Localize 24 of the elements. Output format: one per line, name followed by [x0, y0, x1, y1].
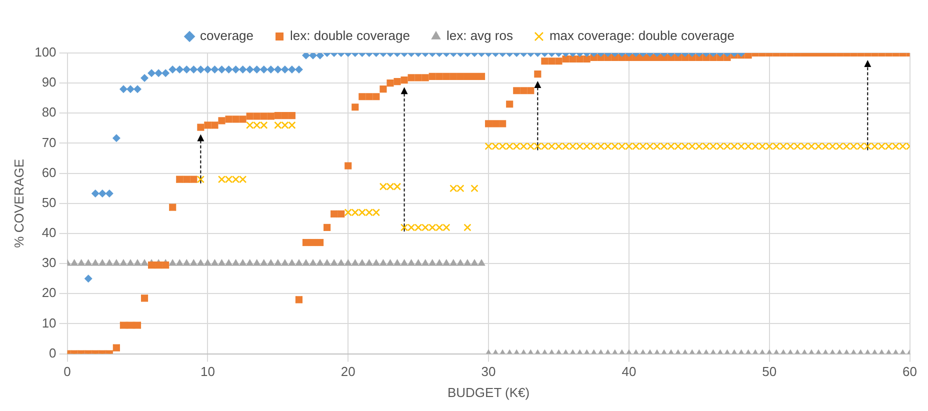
y-tick-label: 60 [42, 164, 56, 180]
y-tick-label: 20 [42, 285, 56, 300]
y-tick-label: 90 [42, 74, 56, 90]
legend-label: coverage [200, 28, 254, 44]
x-axis-title: BUDGET (K€) [447, 384, 530, 400]
y-tick-label: 40 [42, 225, 56, 240]
x-tick-label: 30 [481, 364, 496, 380]
y-tick-label: 50 [42, 194, 56, 210]
y-tick-label: 30 [42, 255, 56, 270]
y-tick-label: 10 [42, 315, 56, 330]
x-tick-label: 10 [200, 364, 215, 380]
x-tick-label: 20 [340, 364, 356, 380]
y-axis-title: % COVERAGE [11, 158, 26, 248]
x-tick-label: 0 [64, 364, 71, 380]
y-tick-label: 80 [42, 104, 56, 120]
y-tick-label: 100 [34, 44, 56, 60]
legend-label: lex: avg ros [446, 28, 514, 44]
y-tick-label: 70 [42, 134, 56, 150]
legend-label: max coverage: double coverage [549, 28, 734, 44]
y-tick-label: 0 [49, 345, 56, 360]
legend-label: lex: double coverage [290, 28, 410, 44]
x-tick-label: 50 [762, 364, 777, 380]
x-tick-label: 40 [622, 364, 636, 380]
x-tick-label: 60 [902, 364, 918, 380]
